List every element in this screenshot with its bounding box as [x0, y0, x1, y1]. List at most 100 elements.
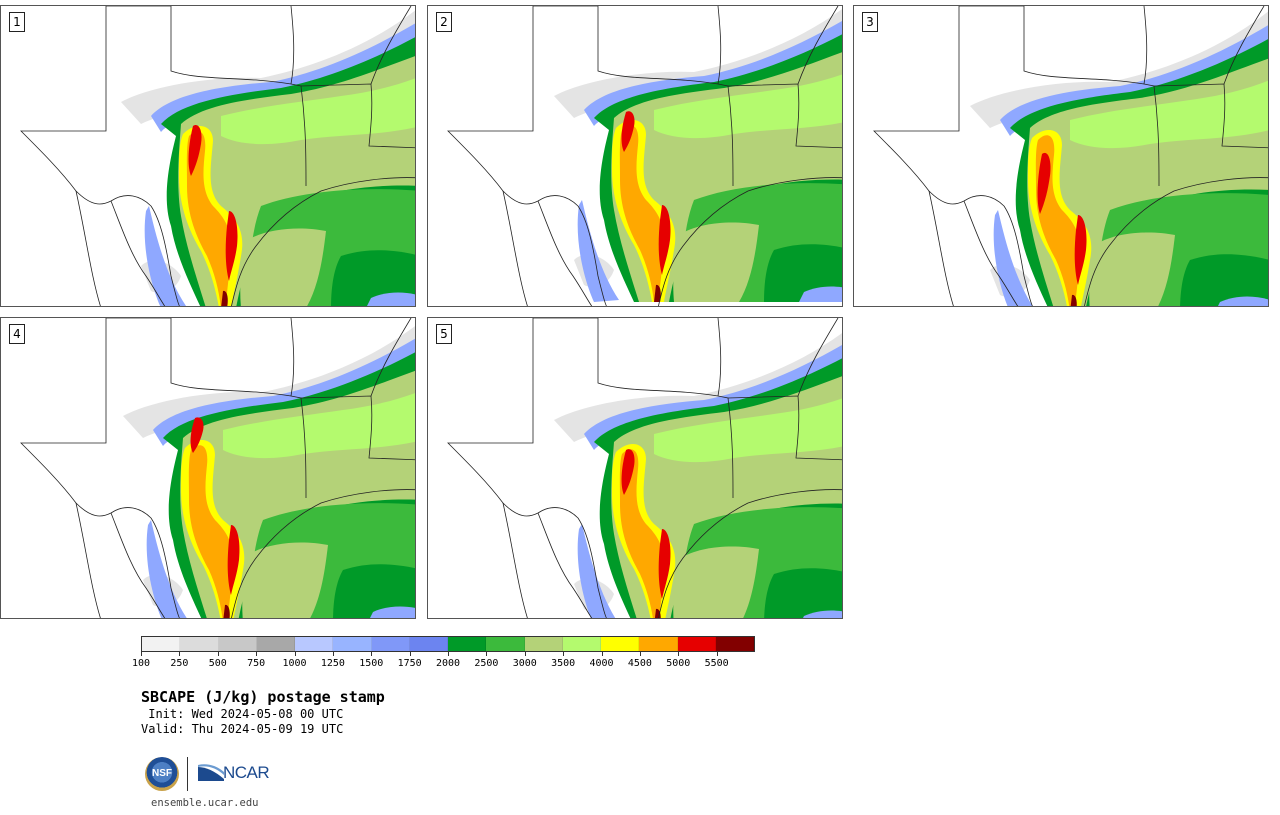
cape-area-dark-green	[1180, 254, 1268, 306]
state-border	[533, 6, 734, 187]
cape-area-dark-red	[1070, 294, 1077, 306]
logo-area: NSF NCAR	[143, 755, 283, 795]
init-time: Init: Wed 2024-05-08 00 UTC	[141, 707, 344, 721]
coastline	[658, 489, 842, 618]
panel-number: 5	[436, 324, 452, 344]
colorbar-label: 5000	[666, 658, 691, 669]
colorbar-label: 4500	[627, 658, 652, 669]
cape-area-lime	[654, 74, 842, 139]
mexico-border	[75, 190, 101, 306]
colorbar	[141, 636, 755, 652]
state-border	[106, 6, 307, 187]
colorbar-tick	[639, 652, 641, 656]
cape-map	[447, 6, 842, 306]
colorbar-segment	[409, 637, 448, 651]
state-border	[447, 6, 607, 306]
colorbar-tick	[486, 652, 488, 656]
state-border	[717, 318, 722, 397]
colorbar-tick	[448, 652, 449, 656]
mexico-border	[963, 200, 1019, 306]
cape-area-olive	[673, 546, 759, 618]
cape-area-lime	[221, 78, 415, 145]
mexico-border	[110, 512, 166, 618]
cape-map	[20, 6, 415, 306]
cape-area-dark-red	[221, 290, 228, 306]
cape-area-orange	[619, 449, 665, 618]
state-border	[959, 6, 1160, 187]
cape-area-dark-green	[764, 568, 842, 618]
cape-area-dark-red	[654, 284, 661, 302]
coastline	[231, 489, 415, 618]
chart-title: SBCAPE (J/kg) postage stamp	[141, 688, 385, 706]
cape-map	[873, 6, 1268, 306]
state-border	[20, 6, 180, 306]
colorbar-label: 250	[170, 658, 189, 669]
mexico-border	[537, 200, 593, 306]
colorbar-label: 1750	[397, 658, 422, 669]
colorbar-segment	[371, 637, 410, 651]
colorbar-label: 4000	[589, 658, 614, 669]
colorbar-segment	[218, 637, 257, 651]
cape-area-dark-green	[333, 564, 415, 618]
colorbar-tick	[179, 652, 181, 656]
cape-area-blue	[577, 200, 619, 302]
cape-area-blue	[799, 286, 842, 302]
colorbar-tick	[678, 652, 680, 656]
cape-area-blue	[367, 292, 415, 306]
cape-area-orange	[186, 131, 232, 306]
panel-number: 1	[9, 12, 25, 32]
cape-area-olive	[240, 228, 326, 306]
state-border	[797, 318, 839, 397]
panel-1: 1	[0, 5, 416, 307]
cape-area-blue	[993, 210, 1033, 306]
state-border	[370, 6, 412, 85]
colorbar-tick	[256, 652, 258, 656]
colorbar-label: 2000	[435, 658, 461, 669]
state-border	[727, 395, 842, 461]
mexico-border	[75, 502, 101, 618]
colorbar-tick	[217, 652, 219, 656]
colorbar-segment	[715, 637, 754, 651]
colorbar-segment	[333, 637, 372, 651]
cape-map	[447, 318, 842, 618]
state-border	[106, 318, 307, 499]
colorbar-segment	[142, 637, 181, 651]
state-border	[20, 318, 180, 618]
cape-area-orange	[619, 125, 665, 302]
colorbar-segment	[180, 637, 219, 651]
cape-area-red	[190, 417, 204, 453]
cape-area-blue	[146, 520, 187, 618]
cape-map	[20, 318, 415, 618]
state-border	[727, 83, 842, 149]
cape-area-lime	[1070, 80, 1268, 149]
cape-area-red	[227, 525, 240, 595]
cape-area-red	[1037, 152, 1051, 215]
ncar-logo-text: NCAR	[223, 763, 270, 782]
colorbar-segment	[256, 637, 295, 651]
coastline	[231, 177, 415, 306]
footer-url: ensemble.ucar.edu	[151, 797, 259, 809]
colorbar-label: 1500	[359, 658, 384, 669]
cape-area-blue	[577, 524, 616, 618]
valid-time: Valid: Thu 2024-05-09 19 UTC	[141, 722, 344, 736]
mexico-border	[537, 512, 593, 618]
state-border	[290, 318, 295, 397]
colorbar-tick	[524, 652, 526, 656]
coastline	[658, 177, 842, 306]
colorbar-segment	[639, 637, 678, 651]
state-border	[370, 318, 412, 397]
cape-area-red	[621, 449, 635, 495]
panel-5: 5	[427, 317, 843, 619]
state-border	[447, 318, 607, 618]
cape-area-blue	[144, 206, 186, 306]
logo-divider	[187, 757, 188, 791]
state-border	[300, 395, 415, 461]
colorbar-tick	[601, 652, 603, 656]
panel-number: 4	[9, 324, 25, 344]
colorbar-tick	[371, 652, 373, 656]
colorbar-label: 500	[208, 658, 227, 669]
mexico-border	[502, 190, 528, 306]
panel-number: 3	[862, 12, 878, 32]
panel-4: 4	[0, 317, 416, 619]
colorbar-label: 1250	[320, 658, 345, 669]
